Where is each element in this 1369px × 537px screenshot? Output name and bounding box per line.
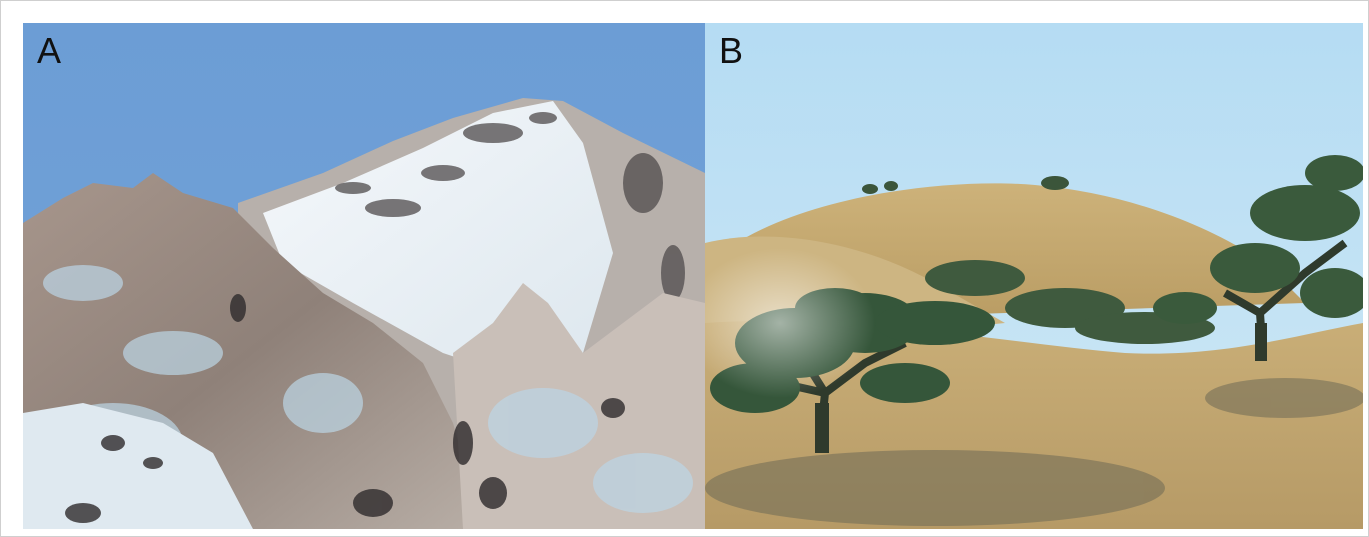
panel-b: B: [705, 23, 1363, 529]
snow-mountain-peak-photo: [23, 23, 705, 529]
panel-a: A: [23, 23, 705, 529]
panel-a-label: A: [37, 30, 62, 71]
panel-b-label: B: [719, 30, 744, 71]
golden-hills-oak-trees-photo: [705, 23, 1363, 529]
